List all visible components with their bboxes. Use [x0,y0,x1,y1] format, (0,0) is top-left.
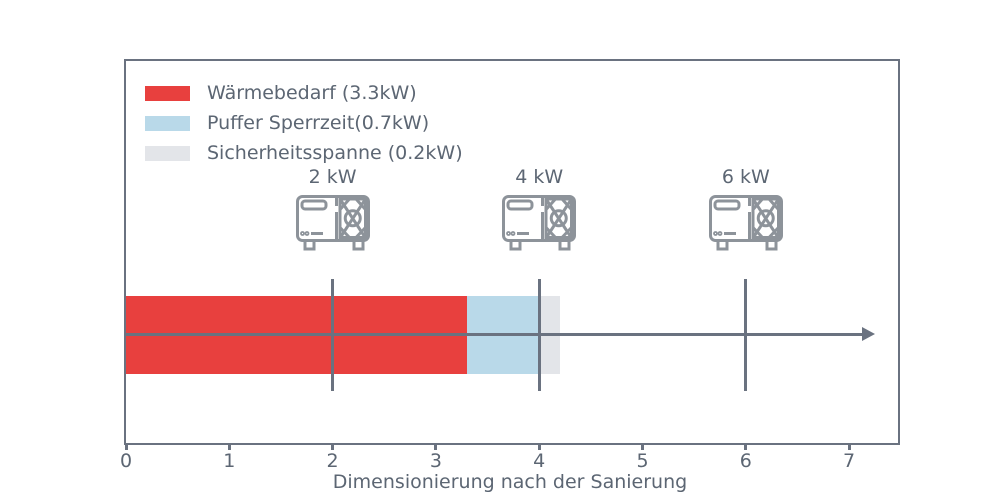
x-tick [641,443,644,450]
heat-pump-icon [708,195,783,251]
x-axis-arrowhead-icon [861,327,875,341]
pump-label-2kw: 2 kW [308,166,357,188]
legend-label: Sicherheitsspanne (0.2kW) [207,142,463,164]
legend-swatch-safety [145,145,190,161]
x-tick-label: 7 [843,450,856,472]
pump-label-4kw: 4 kW [515,166,564,188]
x-tick [331,443,335,450]
x-tick-label: 2 [326,450,339,472]
legend-label: Wärmebedarf (3.3kW) [207,82,417,104]
legend-swatch-heat-demand [145,85,190,101]
x-tick [434,443,438,450]
x-tick-label: 0 [119,450,133,472]
heat-pump-icon [295,195,370,251]
marker-line-4kw [537,279,541,391]
x-tick [847,443,851,450]
x-tick [124,443,128,450]
legend-label: Puffer Sperrzeit(0.7kW) [207,112,430,134]
marker-line-2kw [331,279,335,391]
legend: Wärmebedarf (3.3kW) Puffer Sperrzeit(0.7… [145,78,463,168]
pump-label-6kw: 6 kW [721,166,770,188]
x-axis-arrow-line [126,333,863,336]
x-tick-label: 5 [636,450,649,472]
legend-row: Puffer Sperrzeit(0.7kW) [145,108,463,138]
x-tick-label: 6 [739,450,752,472]
marker-line-6kw [744,279,748,391]
x-axis-title: Dimensionierung nach der Sanierung [332,471,688,493]
legend-swatch-buffer [145,115,190,131]
plot-frame [124,59,900,445]
legend-row: Sicherheitsspanne (0.2kW) [145,138,463,168]
heat-pump-icon [502,195,577,251]
x-tick [537,443,541,450]
legend-row: Wärmebedarf (3.3kW) [145,78,463,108]
x-tick-label: 1 [223,450,236,472]
x-tick [227,443,231,450]
x-tick-label: 4 [533,450,546,472]
x-tick-label: 3 [429,450,442,472]
x-tick [744,443,748,450]
